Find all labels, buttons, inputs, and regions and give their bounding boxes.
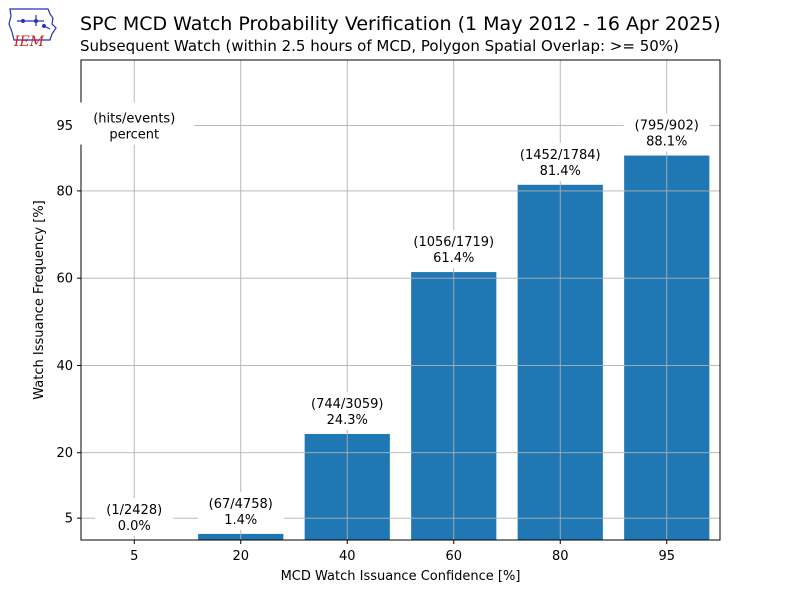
x-tick-label: 40 [339, 549, 356, 564]
y-tick-label: 95 [56, 119, 73, 134]
x-tick-label: 95 [658, 549, 675, 564]
y-tick-label: 5 [65, 512, 73, 527]
data-label-box [623, 113, 710, 152]
y-tick-label: 20 [56, 446, 73, 461]
x-axis-label: MCD Watch Issuance Confidence [%] [281, 569, 521, 584]
legend-note-box [74, 102, 195, 145]
x-tick-label: 60 [445, 549, 462, 564]
data-label-box [197, 491, 284, 530]
x-tick-label: 20 [232, 549, 249, 564]
data-label: (67/4758) 1.4% [209, 497, 273, 528]
logo-text: IEM [13, 34, 45, 48]
iem-logo: IEM [8, 8, 57, 48]
y-axis-label: Watch Issuance Frequency [%] [32, 200, 47, 400]
chart-subtitle: Subsequent Watch (within 2.5 hours of MC… [80, 37, 679, 55]
legend-note: (hits/events) percent [93, 112, 175, 143]
y-tick-label: 60 [56, 272, 73, 287]
data-label-box [402, 230, 505, 269]
data-label: (1452/1784) 81.4% [520, 148, 601, 179]
data-label-box [509, 142, 612, 181]
x-tick-label: 80 [552, 549, 569, 564]
y-tick-label: 80 [56, 184, 73, 199]
x-tick-label: 5 [130, 549, 138, 564]
y-tick-label: 40 [56, 359, 73, 374]
data-label: (1056/1719) 61.4% [413, 235, 494, 266]
data-label-box [300, 391, 395, 430]
data-label-box [95, 498, 174, 536]
data-label: (744/3059) 24.3% [311, 397, 383, 428]
data-label: (795/902) 88.1% [635, 119, 699, 150]
plot-frame [80, 59, 721, 541]
data-label: (1/2428) 0.0% [106, 503, 162, 534]
chart-title: SPC MCD Watch Probability Verification (… [80, 13, 721, 35]
